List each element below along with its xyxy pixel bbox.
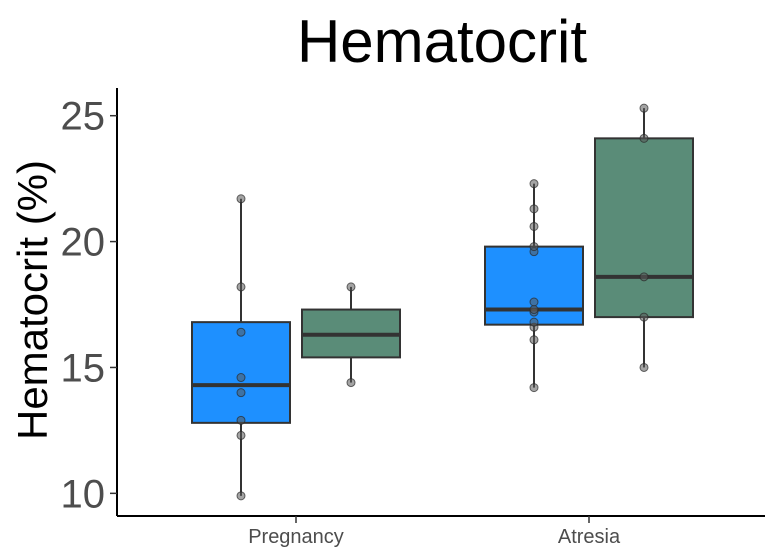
data-point — [236, 194, 246, 204]
data-point — [639, 312, 649, 322]
y-ticks: 10 15 20 25 — [61, 95, 117, 516]
data-point — [236, 282, 246, 292]
data-point — [529, 335, 539, 345]
data-point — [529, 317, 539, 327]
data-point — [529, 383, 539, 393]
data-point — [529, 297, 539, 307]
data-point — [529, 204, 539, 214]
data-point — [236, 327, 246, 337]
x-tick-label: Atresia — [558, 526, 621, 548]
data-point — [529, 221, 539, 231]
data-point — [639, 272, 649, 282]
data-point — [529, 179, 539, 189]
data-point — [639, 103, 649, 113]
x-tick-label: Pregnancy — [248, 526, 344, 548]
data-point — [346, 378, 356, 388]
box — [594, 137, 694, 319]
data-point — [236, 491, 246, 501]
data-point — [639, 133, 649, 143]
y-axis-label: Hematocrit (%) — [9, 160, 56, 440]
data-point — [236, 415, 246, 425]
y-tick-label: 10 — [61, 472, 106, 516]
data-point — [236, 373, 246, 383]
y-tick-label: 20 — [61, 221, 106, 265]
plot-area — [191, 103, 694, 501]
data-point — [346, 282, 356, 292]
data-point — [529, 305, 539, 315]
box — [191, 321, 291, 424]
x-ticks: Pregnancy Atresia — [248, 516, 621, 548]
data-point — [529, 242, 539, 252]
chart-title: Hematocrit — [297, 8, 587, 75]
data-point — [639, 362, 649, 372]
data-point — [236, 430, 246, 440]
y-tick-label: 15 — [61, 346, 106, 390]
data-point — [236, 388, 246, 398]
y-tick-label: 25 — [61, 95, 106, 139]
